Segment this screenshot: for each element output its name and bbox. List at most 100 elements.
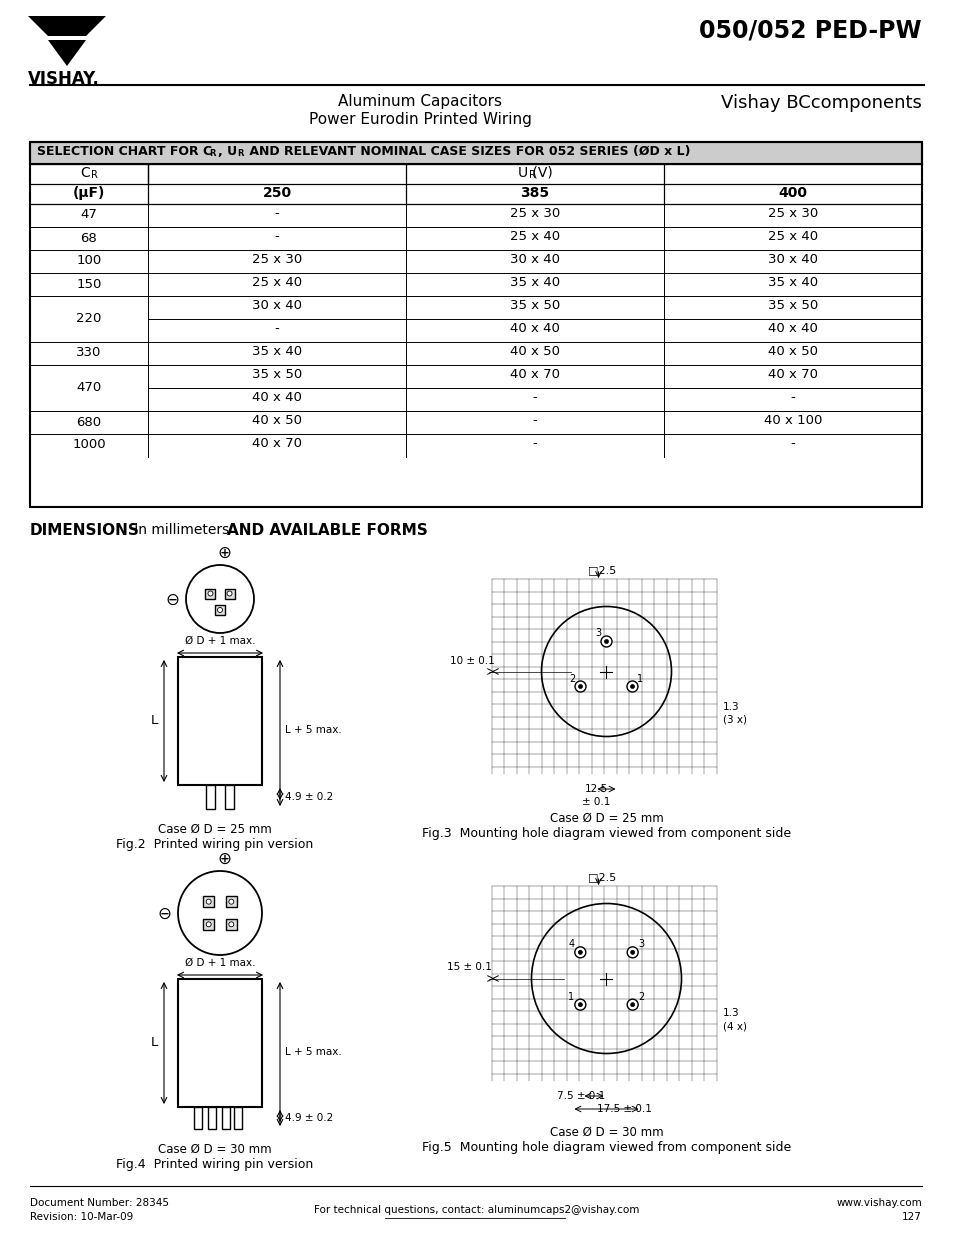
Text: 40 x 70: 40 x 70: [510, 368, 559, 382]
Text: 4.9 ± 0.2: 4.9 ± 0.2: [285, 792, 333, 802]
Circle shape: [578, 684, 582, 688]
Text: Ø D + 1 max.: Ø D + 1 max.: [185, 636, 255, 646]
Text: L: L: [151, 715, 158, 727]
Text: ⊖: ⊖: [157, 905, 171, 923]
Text: 15 ± 0.1: 15 ± 0.1: [447, 962, 492, 972]
Text: Fig.3  Mounting hole diagram viewed from component side: Fig.3 Mounting hole diagram viewed from …: [421, 827, 790, 840]
Circle shape: [186, 564, 253, 634]
Text: -: -: [274, 207, 279, 220]
Text: 1000: 1000: [72, 438, 106, 452]
Text: VISHAY.: VISHAY.: [28, 70, 100, 88]
Bar: [224, 589, 234, 599]
Text: 1.3: 1.3: [722, 701, 739, 711]
Bar: [226, 919, 236, 930]
Text: 35 x 50: 35 x 50: [509, 299, 559, 312]
Text: (μF): (μF): [72, 186, 105, 200]
Text: Case Ø D = 30 mm: Case Ø D = 30 mm: [549, 1126, 662, 1139]
Text: U: U: [517, 165, 528, 180]
Text: Revision: 10-Mar-09: Revision: 10-Mar-09: [30, 1212, 133, 1221]
Text: (V): (V): [527, 165, 552, 180]
Bar: [226, 897, 236, 908]
Text: 35 x 40: 35 x 40: [767, 275, 818, 289]
Circle shape: [626, 680, 638, 692]
Text: 385: 385: [520, 186, 549, 200]
Bar: [182, 657, 257, 785]
Text: Case Ø D = 30 mm: Case Ø D = 30 mm: [158, 1144, 272, 1156]
Text: Aluminum Capacitors: Aluminum Capacitors: [337, 94, 501, 109]
Text: 35 x 40: 35 x 40: [252, 345, 302, 358]
Text: -: -: [274, 322, 279, 335]
Text: Power Eurodin Printed Wiring: Power Eurodin Printed Wiring: [308, 112, 531, 127]
Text: 68: 68: [81, 231, 97, 245]
Circle shape: [227, 592, 232, 597]
Text: DIMENSIONS: DIMENSIONS: [30, 522, 140, 538]
Text: 35 x 50: 35 x 50: [252, 368, 302, 382]
Text: 25 x 30: 25 x 30: [252, 253, 302, 266]
Text: in millimeters: in millimeters: [130, 522, 233, 537]
Text: Fig.5  Mounting hole diagram viewed from component side: Fig.5 Mounting hole diagram viewed from …: [421, 1141, 790, 1153]
Text: 330: 330: [76, 347, 102, 359]
Circle shape: [206, 921, 211, 926]
Text: 40 x 50: 40 x 50: [252, 414, 302, 427]
Text: 40 x 100: 40 x 100: [763, 414, 821, 427]
Text: AND RELEVANT NOMINAL CASE SIZES FOR 052 SERIES (ØD x L): AND RELEVANT NOMINAL CASE SIZES FOR 052 …: [245, 144, 690, 158]
Circle shape: [206, 899, 211, 904]
Text: 40 x 50: 40 x 50: [510, 345, 559, 358]
Text: www.vishay.com: www.vishay.com: [836, 1198, 921, 1208]
Text: 12.5: 12.5: [584, 784, 607, 794]
Text: 47: 47: [80, 209, 97, 221]
Circle shape: [575, 947, 585, 958]
Text: Ø D + 1 max.: Ø D + 1 max.: [185, 958, 255, 968]
Text: SELECTION CHART FOR C: SELECTION CHART FOR C: [37, 144, 212, 158]
Bar: [225, 785, 233, 809]
Text: 30 x 40: 30 x 40: [252, 299, 302, 312]
Text: ⊕: ⊕: [217, 850, 231, 868]
Text: 30 x 40: 30 x 40: [510, 253, 559, 266]
Polygon shape: [48, 40, 86, 65]
Bar: [208, 1107, 215, 1129]
Circle shape: [229, 899, 233, 904]
Text: 1: 1: [568, 992, 574, 1002]
Text: -: -: [790, 391, 795, 404]
Circle shape: [217, 608, 222, 613]
Text: ⊖: ⊖: [165, 592, 179, 609]
Text: AND AVAILABLE FORMS: AND AVAILABLE FORMS: [227, 522, 427, 538]
Circle shape: [626, 947, 638, 958]
Text: 30 x 40: 30 x 40: [767, 253, 817, 266]
Text: 40 x 40: 40 x 40: [252, 391, 301, 404]
Text: 250: 250: [262, 186, 292, 200]
Circle shape: [600, 636, 612, 647]
Polygon shape: [28, 16, 106, 36]
Bar: [203, 897, 214, 908]
Bar: [222, 1107, 230, 1129]
Text: 7.5 ± 0.1: 7.5 ± 0.1: [557, 1091, 605, 1100]
Text: -: -: [790, 437, 795, 450]
Text: Case Ø D = 25 mm: Case Ø D = 25 mm: [549, 811, 662, 825]
Text: Vishay BCcomponents: Vishay BCcomponents: [720, 94, 921, 112]
Circle shape: [604, 640, 608, 643]
Text: 35 x 50: 35 x 50: [767, 299, 818, 312]
Text: Fig.2  Printed wiring pin version: Fig.2 Printed wiring pin version: [116, 839, 314, 851]
Text: 25 x 30: 25 x 30: [509, 207, 559, 220]
Text: Case Ø D = 25 mm: Case Ø D = 25 mm: [158, 823, 272, 836]
Bar: [214, 605, 225, 615]
Text: , U: , U: [218, 144, 237, 158]
Text: For technical questions, contact: aluminumcaps2@vishay.com: For technical questions, contact: alumin…: [314, 1205, 639, 1215]
Bar: [193, 1107, 202, 1129]
Circle shape: [578, 951, 581, 955]
Circle shape: [630, 1003, 634, 1007]
Text: (4 x): (4 x): [722, 1021, 746, 1031]
Bar: [178, 657, 262, 785]
Text: -: -: [532, 414, 537, 427]
Text: 1.3: 1.3: [722, 1009, 739, 1019]
Text: 25 x 40: 25 x 40: [767, 230, 818, 243]
Text: 25 x 40: 25 x 40: [510, 230, 559, 243]
Text: 35 x 40: 35 x 40: [510, 275, 559, 289]
Text: -: -: [532, 437, 537, 450]
Text: 150: 150: [76, 278, 102, 290]
Bar: [182, 979, 257, 1107]
Text: ± 0.1: ± 0.1: [581, 797, 610, 806]
Text: 40 x 40: 40 x 40: [767, 322, 817, 335]
Text: 40 x 40: 40 x 40: [510, 322, 559, 335]
Text: 4: 4: [568, 940, 574, 950]
